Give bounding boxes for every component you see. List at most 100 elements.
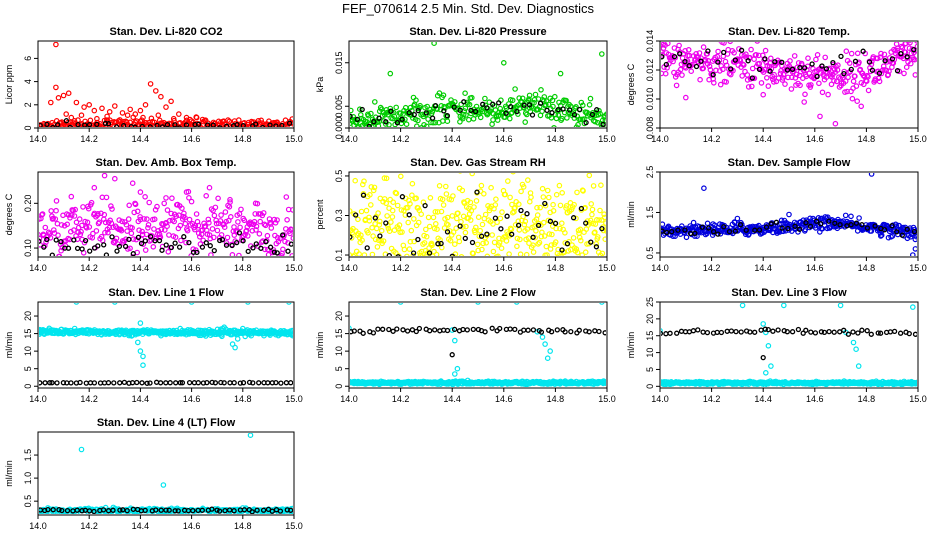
data-point xyxy=(545,101,552,108)
data-point xyxy=(744,72,751,78)
data-point xyxy=(803,220,809,226)
data-point xyxy=(245,303,251,305)
data-point xyxy=(573,124,580,127)
x-tick-label: 14.8 xyxy=(858,394,876,404)
data-point xyxy=(203,193,210,199)
data-point xyxy=(137,189,144,195)
data-point xyxy=(852,73,858,80)
y-axis-label: Licor ppm xyxy=(4,65,14,105)
data-point xyxy=(135,234,142,241)
data-point xyxy=(241,507,248,513)
data-point xyxy=(576,327,582,333)
data-point xyxy=(601,211,606,217)
data-point xyxy=(878,50,884,57)
data-point xyxy=(181,234,187,240)
y-tick-label: 10 xyxy=(334,346,344,356)
y-tick-label: 5 xyxy=(334,366,344,371)
data-point xyxy=(371,184,378,191)
data-point xyxy=(440,92,447,99)
x-tick-label: 14.8 xyxy=(547,134,565,144)
data-point xyxy=(121,123,127,127)
data-point xyxy=(168,210,175,217)
data-point xyxy=(894,229,900,235)
data-point xyxy=(39,238,42,244)
x-tick-label: 14.4 xyxy=(443,263,461,273)
data-point xyxy=(904,226,910,232)
data-point xyxy=(84,219,91,226)
data-point xyxy=(204,122,211,127)
data-point xyxy=(463,223,469,230)
data-point xyxy=(359,181,366,188)
data-point xyxy=(533,228,539,234)
data-point xyxy=(112,303,118,305)
data-point xyxy=(364,245,370,251)
data-point xyxy=(129,180,136,187)
data-point xyxy=(153,88,159,94)
data-point xyxy=(534,212,541,218)
data-point xyxy=(907,60,914,67)
panel-title: Stan. Dev. Amb. Box Temp. xyxy=(96,157,237,169)
data-point xyxy=(848,213,854,220)
data-point xyxy=(661,328,663,334)
x-tick-label: 14.0 xyxy=(29,394,47,404)
data-point xyxy=(471,204,477,210)
data-point xyxy=(593,244,600,250)
data-point xyxy=(791,53,798,59)
data-point xyxy=(39,211,46,217)
data-point xyxy=(676,42,682,49)
data-point xyxy=(860,48,866,54)
data-point xyxy=(479,221,486,228)
data-point xyxy=(745,58,751,64)
data-point xyxy=(68,114,75,121)
data-point xyxy=(586,102,593,108)
data-point xyxy=(690,219,697,226)
data-point xyxy=(401,246,408,253)
y-tick-label: 0.5 xyxy=(645,247,655,260)
data-point xyxy=(350,107,354,114)
data-point xyxy=(147,380,153,386)
data-point xyxy=(457,223,463,229)
x-tick-label: 14.2 xyxy=(703,263,721,273)
data-point xyxy=(209,379,215,386)
y-tick-label: 20 xyxy=(645,314,655,324)
data-point xyxy=(665,42,671,47)
data-point xyxy=(838,80,845,87)
data-point xyxy=(564,115,570,121)
data-point xyxy=(135,339,141,346)
data-point xyxy=(797,82,803,89)
data-point xyxy=(406,212,412,218)
data-point xyxy=(140,114,146,121)
data-points xyxy=(39,303,293,386)
data-point xyxy=(157,380,164,386)
series-2 xyxy=(661,218,917,238)
data-point xyxy=(401,159,405,163)
data-point xyxy=(788,74,795,81)
data-point xyxy=(126,202,133,209)
data-point xyxy=(458,173,463,174)
series-2 xyxy=(39,379,293,386)
data-point xyxy=(426,250,433,256)
data-point xyxy=(898,51,904,57)
x-tick-label: 14.2 xyxy=(80,134,98,144)
data-point xyxy=(749,75,755,81)
data-point xyxy=(186,239,192,246)
data-point xyxy=(71,213,78,219)
data-point xyxy=(535,241,542,247)
data-point xyxy=(170,115,177,122)
data-point xyxy=(489,325,495,331)
data-point xyxy=(835,62,841,68)
data-point xyxy=(700,65,707,72)
data-point xyxy=(567,107,573,113)
x-tick-label: 14.8 xyxy=(234,394,252,404)
data-point xyxy=(221,224,228,231)
data-point xyxy=(394,120,401,126)
data-point xyxy=(408,227,415,234)
x-tick-label: 14.8 xyxy=(547,394,565,404)
data-point xyxy=(50,124,56,127)
data-point xyxy=(418,211,425,218)
data-point xyxy=(809,61,815,67)
data-point xyxy=(723,79,730,85)
data-point xyxy=(91,508,97,514)
data-point xyxy=(435,241,441,247)
data-point xyxy=(110,507,116,513)
